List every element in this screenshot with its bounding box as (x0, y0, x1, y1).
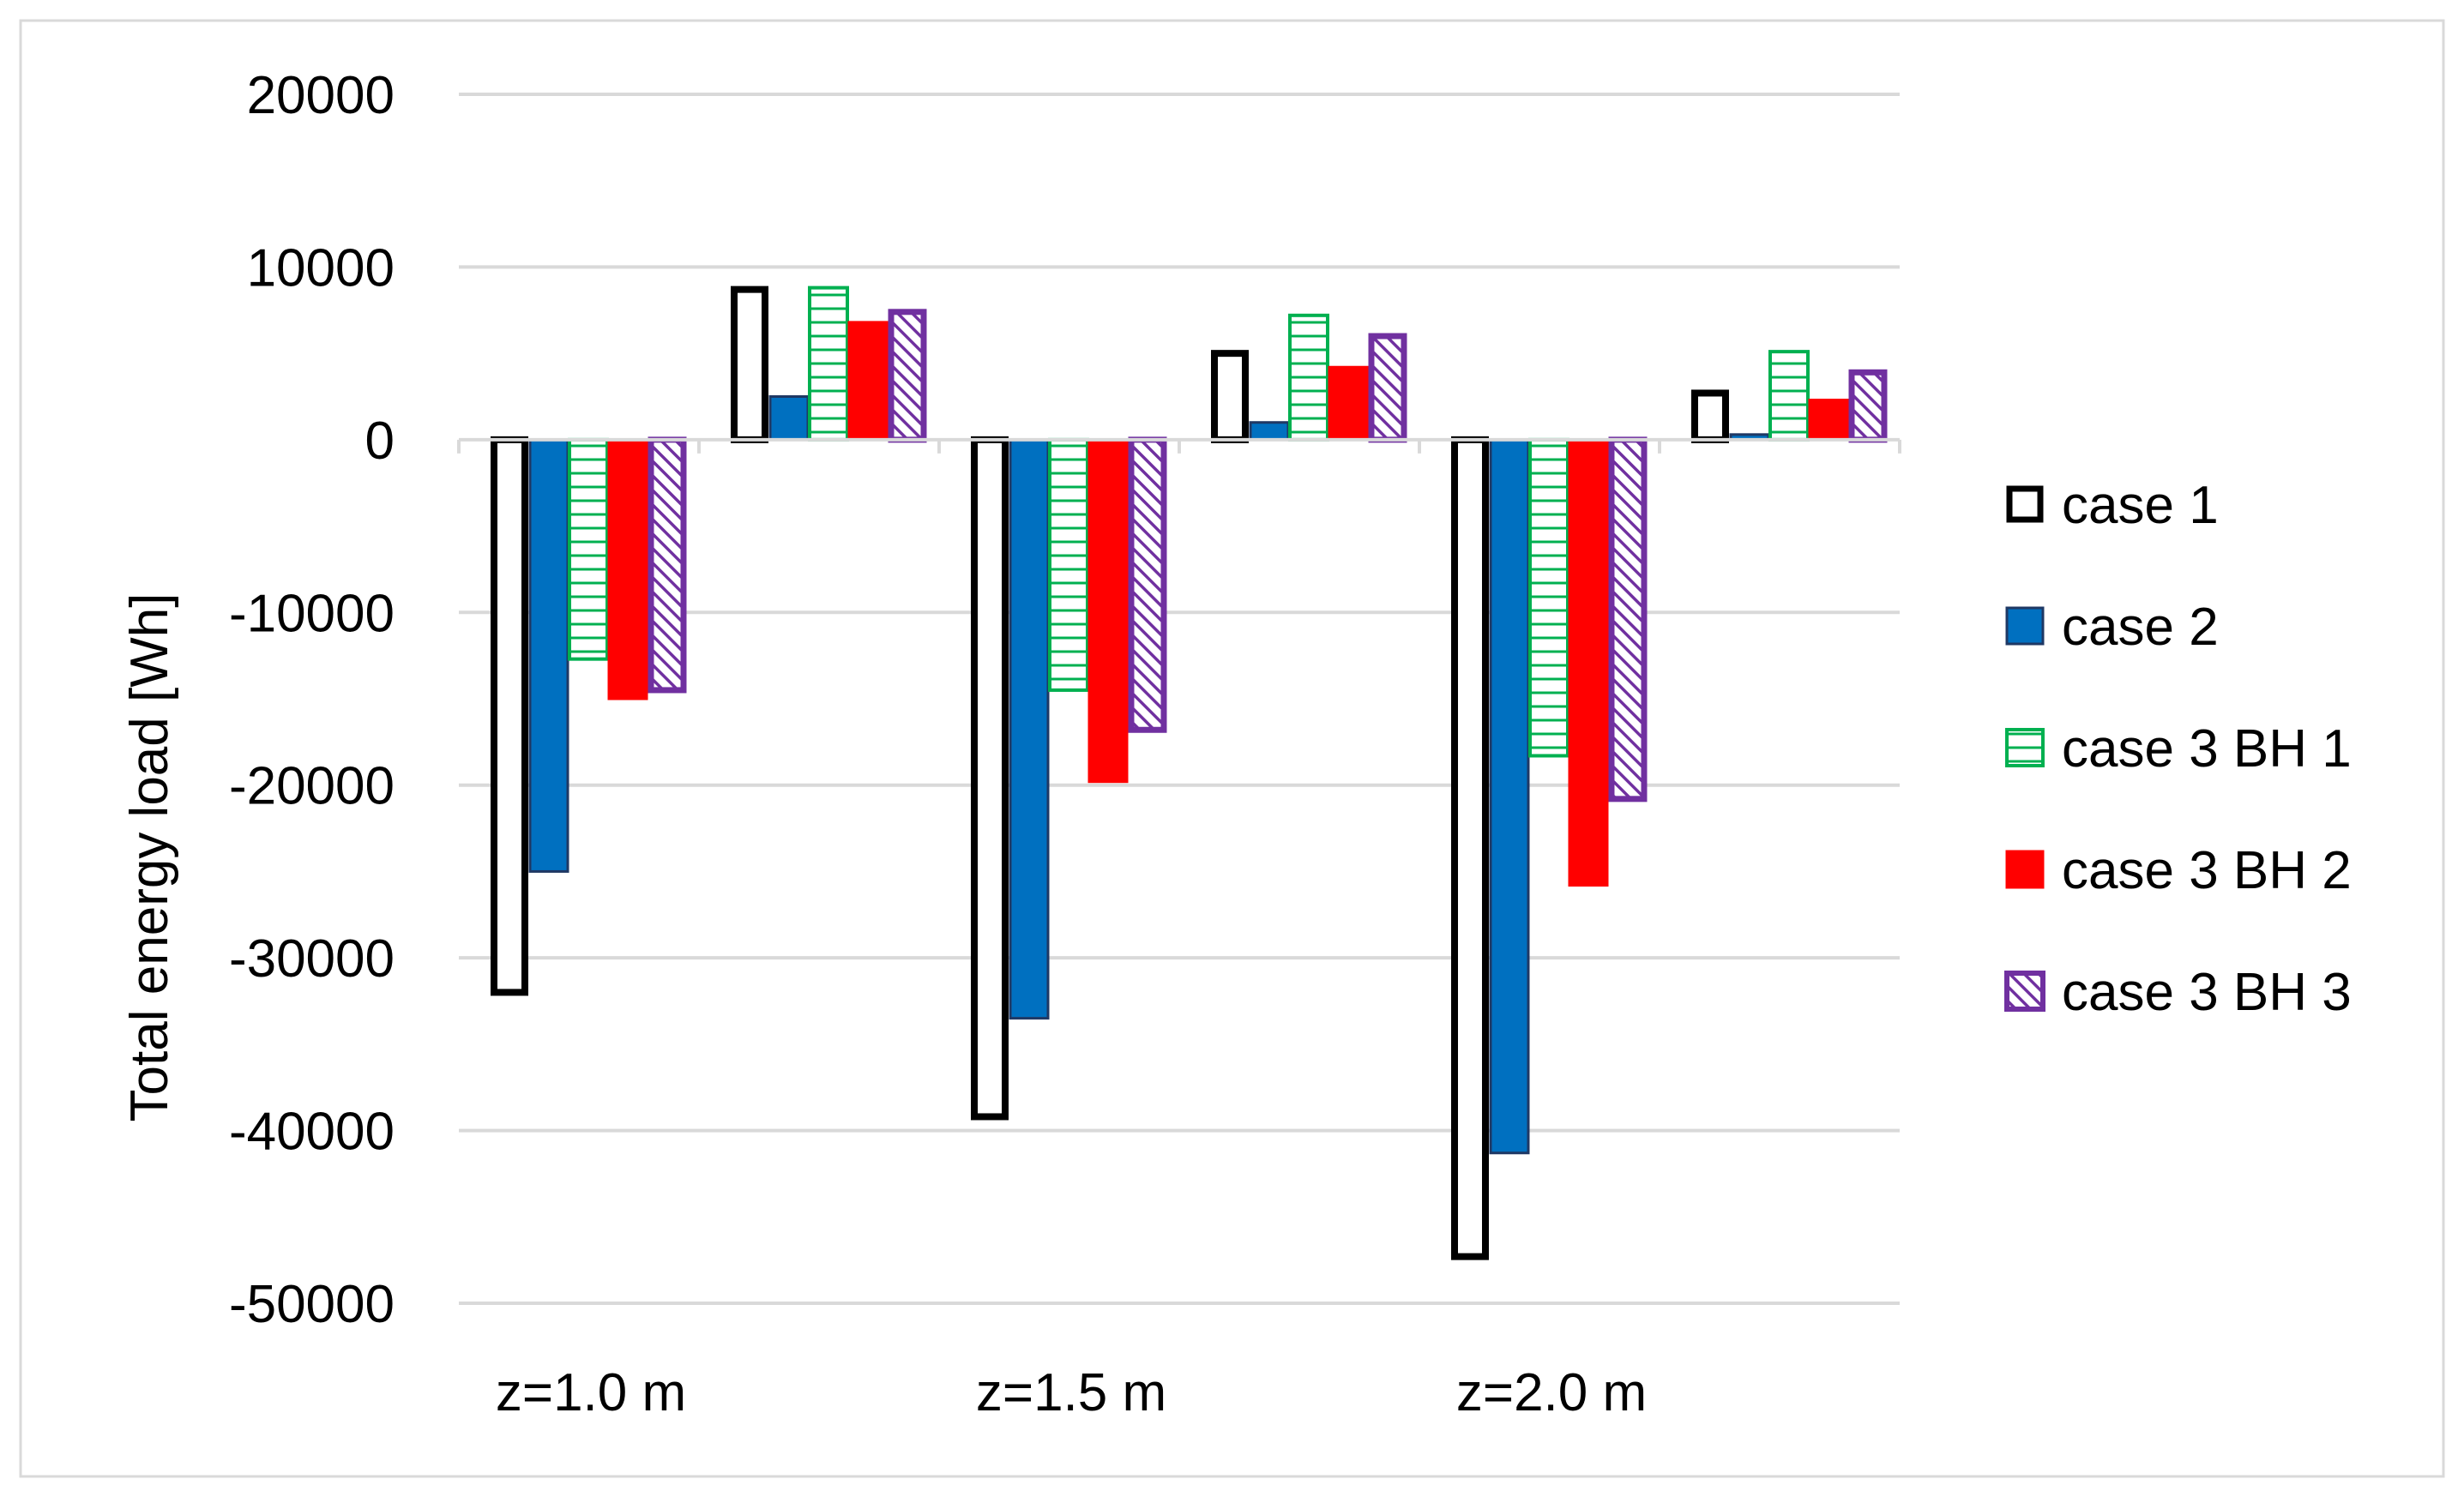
legend-swatch (2005, 606, 2045, 646)
y-axis-ticks: 20000 10000 0 -10000 -20000 -30000 -40000 -5000… (229, 66, 395, 1334)
bar-case-3-bh-1 (1048, 437, 1089, 692)
legend-label: case 2 (2062, 598, 2219, 657)
bar-case-3-bh-1 (568, 437, 609, 661)
bar-case-2 (1009, 438, 1050, 1020)
gridlines (459, 93, 1900, 1305)
y-tick-label: 0 (365, 412, 395, 471)
bar-case-1 (491, 436, 528, 996)
zero-axis (457, 437, 1901, 454)
bar-case-3-bh-1 (1288, 313, 1329, 442)
x-category-label: z=1.5 m (976, 1363, 1166, 1422)
legend-label: case 3 BH 2 (2062, 841, 2352, 900)
bar-case-2 (1489, 438, 1530, 1155)
bar-case-3-bh-2 (1087, 438, 1129, 784)
bar-case-3-bh-3 (1128, 436, 1167, 733)
x-category-label: z=2.0 m (1456, 1363, 1647, 1422)
bar-case-3-bh-2 (1568, 438, 1609, 887)
y-tick-label: -50000 (229, 1275, 395, 1334)
bar-case-1 (1451, 436, 1489, 1260)
bar-case-3-bh-1 (1528, 437, 1569, 758)
y-tick-label: 10000 (247, 238, 395, 298)
y-tick-label: -20000 (229, 757, 395, 816)
category-labels: z=1.0 m z=1.5 m z=2.0 m (496, 1363, 1647, 1422)
legend-swatch (2005, 728, 2045, 767)
legend-label: case 3 BH 1 (2062, 719, 2352, 779)
bar-case-3-bh-3 (648, 436, 687, 694)
bar-case-1 (731, 286, 768, 443)
bar-case-3-bh-3 (1848, 369, 1888, 443)
bar-case-3-bh-2 (1328, 365, 1369, 442)
x-category-label: z=1.0 m (496, 1363, 686, 1422)
y-tick-label: -10000 (229, 584, 395, 643)
bar-case-3-bh-2 (847, 321, 889, 442)
bar-case-3-bh-3 (1608, 436, 1648, 803)
bar-case-3-bh-2 (607, 438, 648, 700)
bar-case-2 (768, 395, 810, 442)
y-axis-label: Total energy load [Wh] (120, 593, 179, 1122)
y-tick-label: -30000 (229, 929, 395, 989)
bar-case-1 (971, 436, 1009, 1121)
legend-swatch (2004, 971, 2045, 1012)
y-tick-label: 20000 (247, 66, 395, 125)
legend: case 1 case 2 case 3 BH 1 case 3 BH 2 case 3… (2004, 476, 2352, 1022)
bar-case-3-bh-1 (808, 286, 849, 442)
bar-case-1 (1691, 389, 1729, 443)
bar-case-3-bh-3 (888, 309, 927, 443)
legend-swatch (2006, 485, 2044, 523)
bar-case-1 (1211, 350, 1249, 443)
bars (491, 286, 1888, 1260)
bar-case-2 (528, 438, 569, 873)
legend-label: case 3 BH 3 (2062, 963, 2352, 1022)
bar-case-2 (1249, 421, 1290, 442)
bar-case-3-bh-2 (1808, 399, 1849, 442)
bar-case-3-bh-1 (1768, 350, 1810, 442)
legend-label: case 1 (2062, 476, 2219, 535)
legend-swatch (2005, 850, 2045, 889)
y-tick-label: -40000 (229, 1103, 395, 1162)
bar-case-3-bh-3 (1368, 333, 1407, 443)
